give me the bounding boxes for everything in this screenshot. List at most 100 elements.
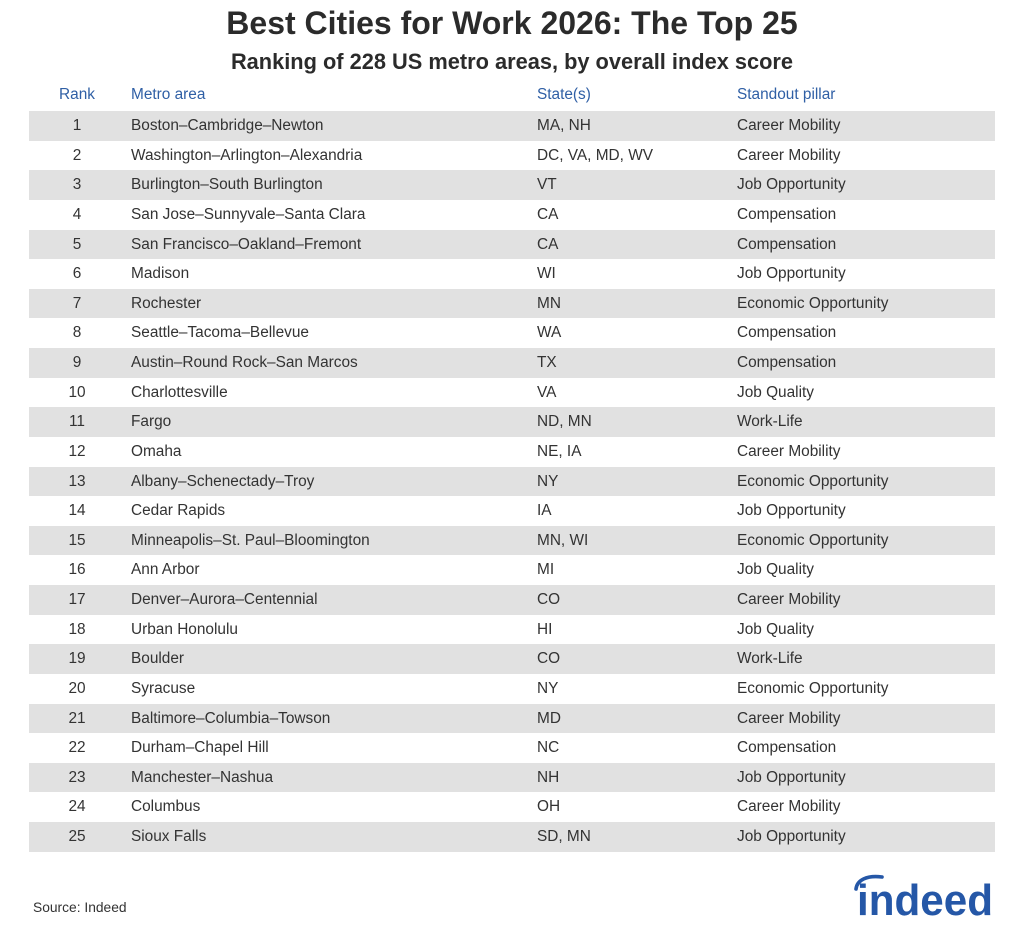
standout-pillar-cell: Career Mobility: [737, 146, 841, 164]
metro-area-cell: Austin–Round Rock–San Marcos: [131, 354, 358, 371]
rank-cell: 23: [68, 768, 86, 786]
metro-area-cell: Denver–Aurora–Centennial: [131, 591, 318, 608]
states-cell: WI: [537, 265, 556, 283]
column-header-rank: Rank: [59, 86, 95, 103]
states-cell: VA: [537, 383, 557, 401]
standout-pillar-cell: Compensation: [737, 324, 837, 342]
table-row: 12 Omaha NE, IA Career Mobility: [29, 437, 995, 467]
states-cell: TX: [537, 354, 557, 371]
table-row: 10 Charlottesville VA Job Quality: [29, 378, 995, 408]
standout-pillar-cell: Job Quality: [737, 383, 814, 401]
metro-area-cell: Washington–Arlington–Alexandria: [131, 146, 363, 164]
table-row: 11 Fargo ND, MN Work-Life: [29, 407, 995, 437]
standout-pillar-cell: Compensation: [737, 205, 837, 223]
rank-cell: 11: [69, 413, 85, 431]
table-row: 2 Washington–Arlington–Alexandria DC, VA, …: [29, 141, 995, 171]
standout-pillar-cell: Job Opportunity: [737, 265, 846, 283]
states-cell: SD, MN: [537, 828, 591, 845]
rank-cell: 21: [68, 709, 86, 727]
rank-cell: 1: [72, 117, 82, 134]
column-header-states: State(s): [537, 86, 591, 103]
metro-area-cell: Cedar Rapids: [131, 502, 226, 520]
table-row: 4 San Jose–Sunnyvale–Santa Clara CA Compens…: [29, 200, 995, 230]
standout-pillar-cell: Economic Opportunity: [737, 679, 889, 697]
metro-area-cell: Columbus: [131, 798, 201, 816]
standout-pillar-cell: Career Mobility: [737, 798, 841, 816]
standout-pillar-cell: Economic Opportunity: [737, 472, 889, 490]
chart-subtitle: Ranking of 228 US metro areas, by overal…: [230, 49, 794, 74]
table-row: 25 Sioux Falls SD, MN Job Opportunity: [29, 822, 995, 852]
metro-area-cell: San Francisco–Oakland–Fremont: [131, 235, 362, 253]
metro-area-cell: Charlottesville: [131, 383, 228, 401]
rank-cell: 20: [68, 679, 86, 697]
standout-pillar-cell: Compensation: [737, 739, 837, 757]
table-row: 9 Austin–Round Rock–San Marcos TX Compensat…: [29, 348, 995, 378]
states-cell: CO: [537, 591, 561, 608]
standout-pillar-cell: Job Quality: [737, 620, 814, 638]
metro-area-cell: Urban Honolulu: [131, 620, 238, 638]
chart-title: Best Cities for Work 2026: The Top 25: [226, 5, 798, 41]
states-cell: MA, NH: [537, 117, 591, 134]
rank-cell: 8: [72, 324, 82, 342]
standout-pillar-cell: Economic Opportunity: [737, 294, 889, 312]
indeed-logo: indeed: [854, 874, 993, 925]
table-row: 13 Albany–Schenectady–Troy NY Economic Oppo…: [29, 466, 995, 497]
table-row: 3 Burlington–South Burlington VT Job Opport…: [29, 170, 995, 200]
standout-pillar-cell: Career Mobility: [737, 709, 841, 727]
standout-pillar-cell: Compensation: [737, 235, 837, 253]
metro-area-cell: Madison: [131, 265, 190, 283]
table-row: 17 Denver–Aurora–Centennial CO Career Mobil…: [29, 585, 995, 615]
table-row: 23 Manchester–Nashua NH Job Opportunity: [29, 762, 995, 793]
standout-pillar-cell: Job Opportunity: [737, 828, 846, 845]
rank-cell: 7: [72, 294, 82, 312]
table-row: 15 Minneapolis–St. Paul–Bloomington MN, WI…: [29, 525, 995, 556]
rank-cell: 9: [72, 354, 82, 371]
states-cell: NH: [537, 768, 560, 786]
metro-area-cell: Fargo: [131, 413, 172, 431]
rank-cell: 4: [72, 205, 82, 223]
table-row: 19 Boulder CO Work-Life: [29, 644, 995, 674]
rank-cell: 12: [68, 442, 86, 460]
table-row: 18 Urban Honolulu HI Job Quality: [29, 615, 995, 645]
states-cell: CO: [537, 650, 561, 668]
column-header-standout-pillar: Standout pillar: [737, 86, 836, 103]
states-cell: MN, WI: [537, 531, 589, 549]
table-row: 21 Baltimore–Columbia–Towson MD Career Mobi…: [29, 703, 995, 734]
metro-area-cell: Manchester–Nashua: [131, 768, 274, 786]
rank-cell: 15: [68, 531, 86, 549]
states-cell: IA: [537, 502, 552, 520]
states-cell: CA: [537, 235, 559, 253]
states-cell: OH: [537, 798, 561, 816]
rank-cell: 13: [68, 472, 86, 490]
logo-wordmark: indeed: [857, 876, 993, 925]
standout-pillar-cell: Job Opportunity: [737, 768, 846, 786]
standout-pillar-cell: Economic Opportunity: [737, 531, 889, 549]
states-cell: NY: [537, 472, 559, 490]
states-cell: MD: [537, 709, 561, 727]
standout-pillar-cell: Career Mobility: [737, 117, 841, 134]
states-cell: ND, MN: [537, 413, 592, 431]
metro-area-cell: Burlington–South Burlington: [131, 176, 323, 194]
metro-area-cell: Ann Arbor: [131, 561, 200, 579]
standout-pillar-cell: Work-Life: [737, 650, 803, 668]
rank-cell: 22: [68, 739, 86, 757]
states-cell: MI: [537, 561, 555, 579]
table-row: 22 Durham–Chapel Hill NC Compensation: [29, 733, 995, 763]
metro-area-cell: Minneapolis–St. Paul–Bloomington: [131, 531, 370, 549]
standout-pillar-cell: Compensation: [737, 354, 837, 371]
states-cell: DC, VA, MD, WV: [537, 146, 654, 164]
logo-arc-icon: [854, 874, 884, 891]
table-row: 1 Boston–Cambridge–Newton MA, NH Career Mob…: [29, 111, 995, 141]
table-row: 7 Rochester MN Economic Opportunity: [29, 288, 995, 319]
table-row: 20 Syracuse NY Economic Opportunity: [29, 674, 995, 704]
table-header: Rank Metro area State(s) Standout pillar: [29, 80, 995, 110]
metro-area-cell: Rochester: [131, 294, 202, 312]
states-cell: VT: [537, 176, 557, 194]
standout-pillar-cell: Work-Life: [737, 413, 803, 431]
metro-area-cell: Albany–Schenectady–Troy: [131, 472, 315, 490]
table-row: 6 Madison WI Job Opportunity: [29, 259, 995, 289]
table-row: 24 Columbus OH Career Mobility: [29, 792, 995, 822]
column-header-metro-area: Metro area: [131, 86, 206, 103]
metro-area-cell: San Jose–Sunnyvale–Santa Clara: [131, 205, 366, 223]
standout-pillar-cell: Career Mobility: [737, 442, 841, 460]
